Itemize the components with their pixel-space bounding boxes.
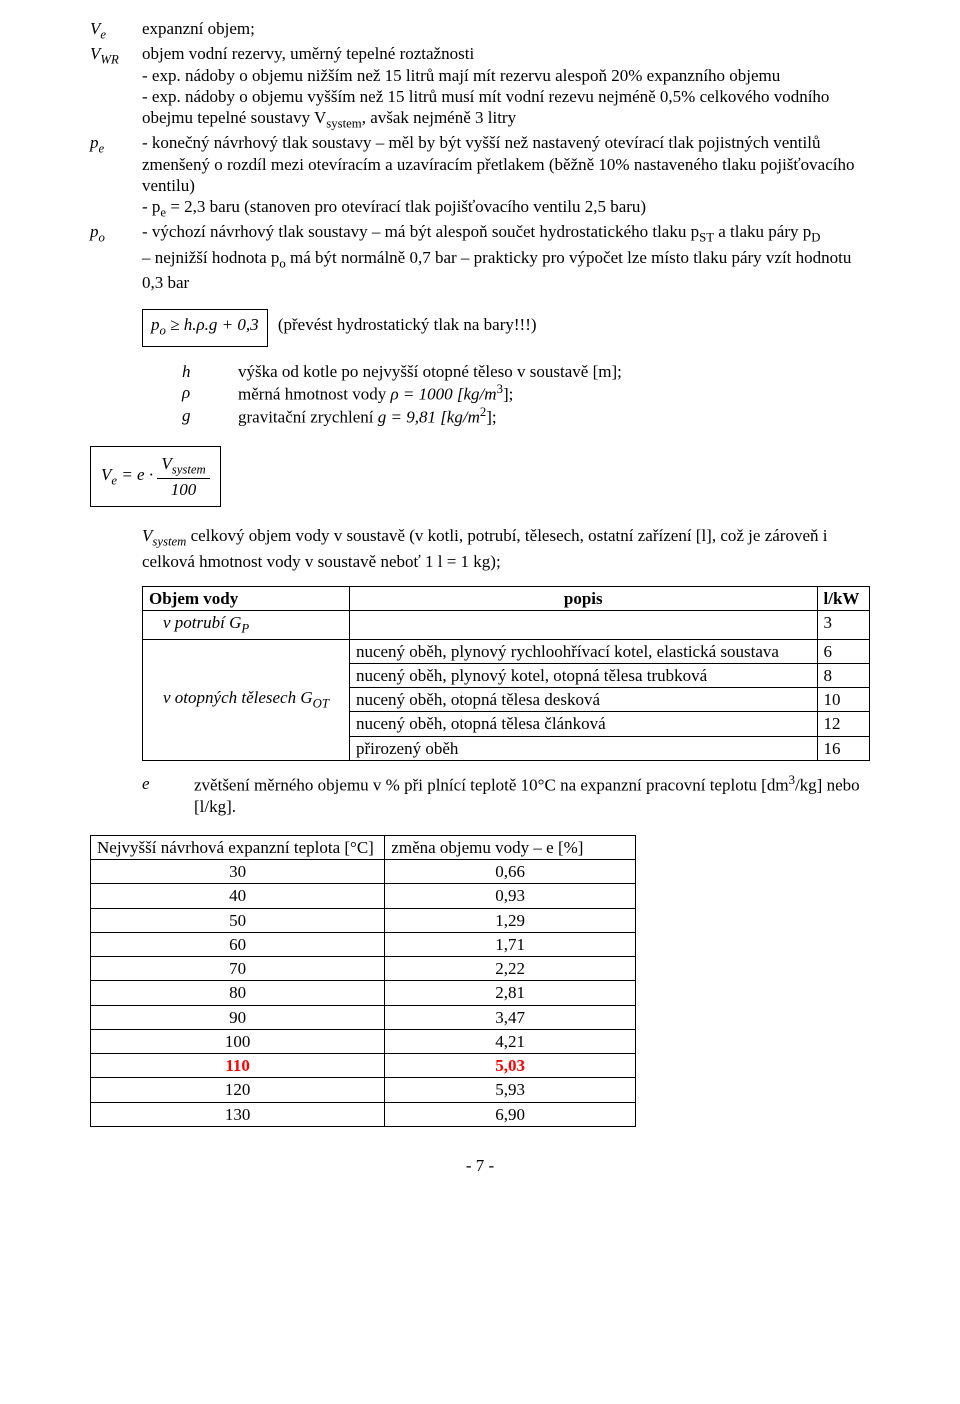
page: Ve expanzní objem; VWR objem vodní rezer… xyxy=(0,0,960,1404)
water-val: 12 xyxy=(817,712,869,736)
def-pe-text: - konečný návrhový tlak soustavy – měl b… xyxy=(142,132,870,196)
water-val: 6 xyxy=(817,639,869,663)
water-table: Objem vody popis l/kW v potrubí GP 3 v o… xyxy=(142,586,870,761)
def-pe-bullet1: - pe = 2,3 baru (stanoven pro otevírací … xyxy=(142,196,870,221)
water-val: 16 xyxy=(817,736,869,760)
temp-table: Nejvyšší návrhová expanzní teplota [°C] … xyxy=(90,835,636,1127)
page-number: - 7 - xyxy=(90,1155,870,1176)
temp-e: 5,93 xyxy=(385,1078,636,1102)
table-row: v potrubí GP 3 xyxy=(143,611,870,639)
param-rho-sym: ρ xyxy=(182,382,222,405)
temp-e: 4,21 xyxy=(385,1029,636,1053)
param-h-text: výška od kotle po nejvyšší otopné těleso… xyxy=(238,361,870,382)
param-h-sym: h xyxy=(182,361,222,382)
param-g-sym: g xyxy=(182,405,222,428)
symbol-ve: Ve xyxy=(90,18,142,43)
temp-e: 2,81 xyxy=(385,981,636,1005)
temp-e: 1,71 xyxy=(385,932,636,956)
vsystem-def: Vsystem celkový objem vody v soustavě (v… xyxy=(142,525,870,572)
temp-t: 40 xyxy=(91,884,385,908)
definitions-list: Ve expanzní objem; VWR objem vodní rezer… xyxy=(90,18,870,293)
temp-e: 0,66 xyxy=(385,860,636,884)
water-r1c1: v potrubí GP xyxy=(143,611,350,639)
water-desc: nucený oběh, plynový rychloohřívací kote… xyxy=(349,639,817,663)
temp-t: 30 xyxy=(91,860,385,884)
formula-po: po ≥ h.ρ.g + 0,3 (převést hydrostatický … xyxy=(142,309,870,346)
def-pe: - konečný návrhový tlak soustavy – měl b… xyxy=(142,132,870,221)
def-po-text: - výchozí návrhový tlak soustavy – má bý… xyxy=(142,221,870,246)
formula-po-box: po ≥ h.ρ.g + 0,3 xyxy=(142,309,268,346)
temp-t: 50 xyxy=(91,908,385,932)
table-header-row: Objem vody popis l/kW xyxy=(143,586,870,610)
table-row: 300,66 xyxy=(91,860,636,884)
e-text: zvětšení měrného objemu v % při plnící t… xyxy=(194,773,870,817)
temp-e: 5,03 xyxy=(385,1054,636,1078)
water-desc: nucený oběh, otopná tělesa desková xyxy=(349,688,817,712)
table-row: 1205,93 xyxy=(91,1078,636,1102)
param-block: h výška od kotle po nejvyšší otopné těle… xyxy=(182,361,870,428)
formula-po-note: (převést hydrostatický tlak na bary!!!) xyxy=(278,315,537,334)
def-ve-text: expanzní objem; xyxy=(142,18,870,43)
temp-e: 1,29 xyxy=(385,908,636,932)
table-row: 601,71 xyxy=(91,932,636,956)
water-desc: nucený oběh, plynový kotel, otopná těles… xyxy=(349,663,817,687)
def-vwr-bullet2: - exp. nádoby o objemu vyšším než 15 lit… xyxy=(142,86,870,133)
formula-ve-box: Ve = e · Vsystem 100 xyxy=(90,446,221,508)
e-definition: e zvětšení měrného objemu v % při plnící… xyxy=(142,773,870,817)
table-row: 903,47 xyxy=(91,1005,636,1029)
table-row: 1306,90 xyxy=(91,1102,636,1126)
param-rho: ρ měrná hmotnost vody ρ = 1000 [kg/m3]; xyxy=(182,382,870,405)
symbol-po: po xyxy=(90,221,142,293)
temp-h1: Nejvyšší návrhová expanzní teplota [°C] xyxy=(91,835,385,859)
symbol-vwr: VWR xyxy=(90,43,142,132)
table-row: 400,93 xyxy=(91,884,636,908)
table-row: 1004,21 xyxy=(91,1029,636,1053)
temp-e: 6,90 xyxy=(385,1102,636,1126)
temp-t: 80 xyxy=(91,981,385,1005)
def-po-bullet1: – nejnižší hodnota po má být normálně 0,… xyxy=(142,247,870,294)
water-h1: Objem vody xyxy=(143,586,350,610)
symbol-pe: pe xyxy=(90,132,142,221)
water-r1c3: 3 xyxy=(817,611,869,639)
water-rowspan-label: v otopných tělesech GOT xyxy=(143,639,350,760)
temp-t: 120 xyxy=(91,1078,385,1102)
water-h2: popis xyxy=(349,586,817,610)
table-row: 802,81 xyxy=(91,981,636,1005)
param-g-text: gravitační zrychlení g = 9,81 [kg/m2]; xyxy=(238,405,870,428)
table-header-row: Nejvyšší návrhová expanzní teplota [°C] … xyxy=(91,835,636,859)
water-h3: l/kW xyxy=(817,586,869,610)
temp-t: 100 xyxy=(91,1029,385,1053)
temp-t: 60 xyxy=(91,932,385,956)
temp-e: 2,22 xyxy=(385,957,636,981)
param-g: g gravitační zrychlení g = 9,81 [kg/m2]; xyxy=(182,405,870,428)
temp-t: 70 xyxy=(91,957,385,981)
temp-e: 0,93 xyxy=(385,884,636,908)
formula-ve: Ve = e · Vsystem 100 xyxy=(90,446,870,508)
water-r1c2 xyxy=(349,611,817,639)
def-vwr-text: objem vodní rezervy, uměrný tepelné rozt… xyxy=(142,43,870,64)
table-row: 1105,03 xyxy=(91,1054,636,1078)
water-val: 10 xyxy=(817,688,869,712)
temp-e: 3,47 xyxy=(385,1005,636,1029)
temp-t: 130 xyxy=(91,1102,385,1126)
temp-t: 110 xyxy=(91,1054,385,1078)
temp-h2: změna objemu vody – e [%] xyxy=(385,835,636,859)
def-vwr: objem vodní rezervy, uměrný tepelné rozt… xyxy=(142,43,870,132)
water-desc: přirozený oběh xyxy=(349,736,817,760)
def-po: - výchozí návrhový tlak soustavy – má bý… xyxy=(142,221,870,293)
temp-t: 90 xyxy=(91,1005,385,1029)
table-row: v otopných tělesech GOT nucený oběh, ply… xyxy=(143,639,870,663)
param-rho-text: měrná hmotnost vody ρ = 1000 [kg/m3]; xyxy=(238,382,870,405)
def-vwr-bullet1: - exp. nádoby o objemu nižším než 15 lit… xyxy=(142,65,870,86)
water-table-wrap: Objem vody popis l/kW v potrubí GP 3 v o… xyxy=(142,586,870,761)
water-desc: nucený oběh, otopná tělesa článková xyxy=(349,712,817,736)
table-row: 501,29 xyxy=(91,908,636,932)
table-row: 702,22 xyxy=(91,957,636,981)
e-sym: e xyxy=(142,773,194,817)
water-val: 8 xyxy=(817,663,869,687)
param-h: h výška od kotle po nejvyšší otopné těle… xyxy=(182,361,870,382)
